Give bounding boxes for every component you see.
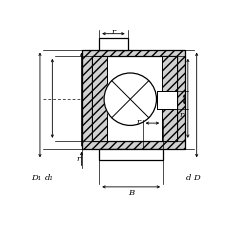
Bar bbox=[161, 57, 176, 141]
Bar bbox=[156, 92, 176, 109]
Bar bbox=[82, 50, 184, 149]
Bar bbox=[156, 92, 176, 109]
Bar bbox=[92, 57, 107, 141]
Bar bbox=[99, 149, 162, 161]
Text: r: r bbox=[111, 28, 115, 36]
Text: r: r bbox=[178, 111, 183, 119]
Text: D₁: D₁ bbox=[31, 174, 41, 182]
Bar bbox=[92, 57, 176, 141]
Text: d₁: d₁ bbox=[44, 174, 53, 182]
Text: r: r bbox=[76, 154, 80, 162]
Text: B: B bbox=[128, 188, 134, 196]
Text: d: d bbox=[185, 174, 190, 182]
Text: r: r bbox=[136, 117, 140, 125]
Circle shape bbox=[104, 74, 156, 126]
Bar bbox=[99, 39, 127, 50]
Text: D: D bbox=[192, 174, 199, 182]
